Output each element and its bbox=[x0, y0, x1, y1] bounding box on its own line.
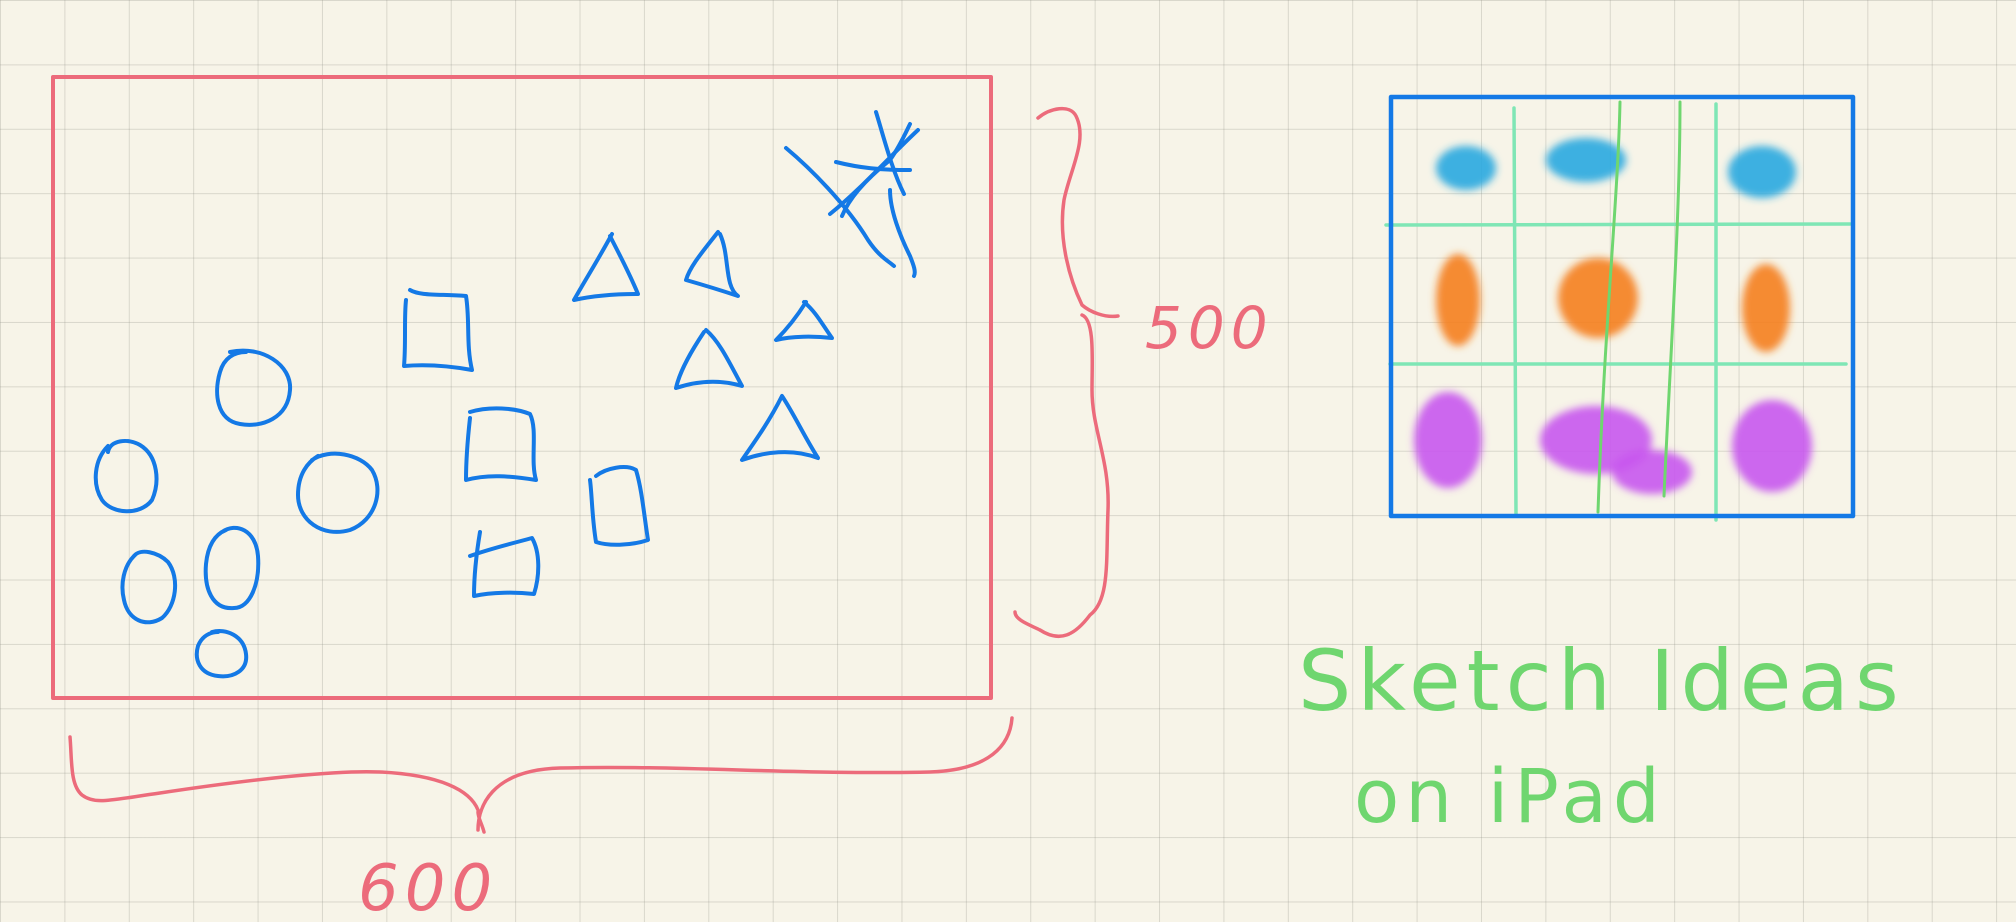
square-shape bbox=[464, 406, 538, 482]
width-brace-tip bbox=[476, 810, 486, 834]
triangle-shape bbox=[674, 328, 744, 390]
triangle-shapes bbox=[572, 230, 834, 462]
cyan-swatch bbox=[1436, 146, 1496, 190]
color-grid bbox=[1384, 94, 1856, 522]
purple-swatch bbox=[1414, 392, 1482, 488]
title-line-1: Sketch Ideas bbox=[1298, 632, 1905, 730]
purple-swatch bbox=[1612, 450, 1692, 494]
cyan-swatch bbox=[1728, 146, 1796, 198]
square-shape bbox=[402, 288, 474, 372]
purple-swatch bbox=[1732, 400, 1812, 492]
artboard-frame bbox=[51, 75, 993, 700]
triangle-shape bbox=[684, 230, 740, 298]
grid-lines bbox=[1384, 102, 1852, 522]
height-label: 500 bbox=[1145, 294, 1274, 362]
star-scribble bbox=[784, 110, 920, 278]
swatch-row-cyan bbox=[1436, 138, 1796, 198]
orange-swatch bbox=[1436, 254, 1480, 346]
circle-shape bbox=[120, 549, 178, 625]
circle-shape bbox=[203, 526, 261, 611]
cyan-swatch bbox=[1546, 138, 1626, 182]
triangle-shape bbox=[740, 394, 820, 462]
title-line-2: on iPad bbox=[1354, 754, 1666, 840]
square-shape bbox=[588, 465, 650, 547]
square-shape bbox=[468, 530, 541, 598]
circle-shape bbox=[215, 348, 293, 427]
width-label: 600 bbox=[358, 852, 498, 922]
grid-frame bbox=[1388, 94, 1856, 519]
circle-shape bbox=[194, 629, 249, 679]
circle-shapes bbox=[93, 348, 380, 679]
swatch-row-orange bbox=[1436, 254, 1790, 352]
width-brace bbox=[68, 716, 1014, 832]
height-brace bbox=[1013, 106, 1120, 639]
swatch-row-purple bbox=[1414, 392, 1812, 494]
square-shapes bbox=[402, 288, 650, 598]
circle-shape bbox=[93, 438, 159, 514]
triangle-shape bbox=[572, 232, 640, 302]
orange-swatch bbox=[1558, 258, 1638, 338]
orange-swatch bbox=[1742, 264, 1790, 352]
circle-shape bbox=[296, 451, 380, 534]
triangle-shape bbox=[774, 300, 834, 342]
grid-verticals bbox=[1596, 100, 1682, 514]
